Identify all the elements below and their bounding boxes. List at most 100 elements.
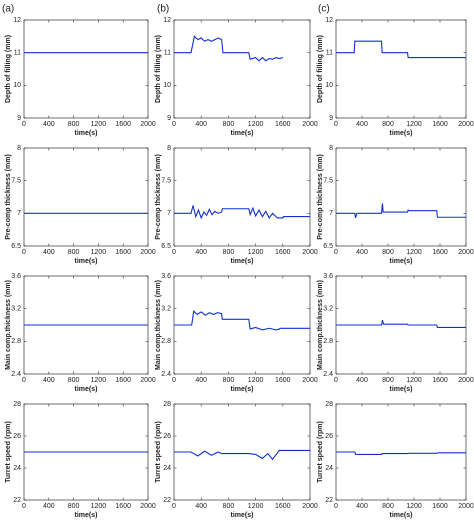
x-tick-label: 0: [334, 503, 338, 510]
x-axis-label: time(s): [75, 258, 98, 265]
x-tick-label: 800: [68, 377, 80, 384]
y-tick-label: 24: [325, 465, 333, 472]
x-tick-label: 2000: [140, 121, 156, 128]
y-tick-label: 22: [325, 497, 333, 504]
y-tick-label: 12: [13, 17, 21, 24]
x-axis-label: time(s): [75, 130, 98, 137]
x-tick-label: 800: [382, 503, 394, 510]
y-tick-label: 9: [167, 115, 171, 122]
y-tick-label: 28: [325, 401, 333, 408]
y-tick-label: 9: [329, 115, 333, 122]
x-tick-label: 800: [223, 503, 235, 510]
x-tick-label: 1600: [275, 249, 291, 256]
y-axis-label: Depth of filling (mm): [155, 35, 162, 103]
y-tick-label: 28: [13, 401, 21, 408]
y-tick-label: 8: [167, 145, 171, 152]
x-axis-label: time(s): [231, 258, 254, 265]
x-tick-label: 0: [22, 249, 26, 256]
x-axis-label: time(s): [390, 258, 413, 265]
x-tick-label: 2000: [140, 377, 156, 384]
y-tick-label: 3.2: [161, 306, 171, 313]
y-tick-label: 8: [329, 145, 333, 152]
y-axis-label: Main comp.thickness (mm): [5, 280, 12, 370]
x-tick-label: 400: [43, 503, 55, 510]
plot-area: [173, 147, 311, 247]
x-tick-label: 1200: [91, 377, 107, 384]
x-tick-label: 0: [334, 121, 338, 128]
x-tick-label: 1600: [432, 503, 448, 510]
y-axis-label: Depth of filling (mm): [317, 35, 324, 103]
x-tick-label: 400: [356, 249, 368, 256]
y-tick-label: 22: [163, 497, 171, 504]
x-tick-label: 0: [172, 249, 176, 256]
x-tick-label: 2000: [302, 121, 318, 128]
y-tick-label: 2.4: [11, 371, 21, 378]
y-tick-label: 12: [325, 17, 333, 24]
y-tick-label: 26: [325, 433, 333, 440]
x-tick-label: 1200: [406, 377, 422, 384]
x-tick-label: 800: [382, 121, 394, 128]
y-tick-label: 7.5: [11, 178, 21, 185]
x-tick-label: 1200: [406, 503, 422, 510]
data-line: [336, 203, 466, 219]
x-tick-label: 1200: [91, 503, 107, 510]
y-tick-label: 3.2: [11, 306, 21, 313]
x-tick-label: 0: [22, 377, 26, 384]
plot-area: [173, 403, 311, 501]
y-tick-label: 10: [13, 82, 21, 89]
plot-area: [335, 147, 467, 247]
x-tick-label: 2000: [302, 249, 318, 256]
x-tick-label: 2000: [140, 503, 156, 510]
data-line: [174, 205, 310, 220]
y-tick-label: 8: [17, 145, 21, 152]
x-tick-label: 800: [68, 121, 80, 128]
y-tick-label: 2.4: [323, 371, 333, 378]
x-tick-label: 1200: [248, 249, 264, 256]
y-tick-label: 6.5: [323, 243, 333, 250]
y-tick-label: 24: [163, 465, 171, 472]
y-tick-label: 2.8: [323, 338, 333, 345]
data-line: [174, 35, 283, 62]
x-tick-label: 400: [356, 503, 368, 510]
y-axis-label: Turret speed (rpm): [317, 421, 324, 483]
x-axis-label: time(s): [231, 130, 254, 137]
x-tick-label: 400: [43, 121, 55, 128]
y-tick-label: 3.6: [161, 273, 171, 280]
x-tick-label: 1600: [115, 249, 131, 256]
x-tick-label: 400: [195, 503, 207, 510]
data-line: [336, 319, 466, 328]
y-tick-label: 11: [326, 50, 333, 57]
y-tick-label: 2.8: [11, 338, 21, 345]
x-tick-label: 1200: [248, 377, 264, 384]
y-tick-label: 6.5: [11, 243, 21, 250]
y-axis-label: Pre-comp thickness (mm): [5, 154, 12, 240]
x-axis-label: time(s): [75, 512, 98, 519]
y-tick-label: 7.5: [323, 178, 333, 185]
y-tick-label: 10: [163, 82, 171, 89]
y-tick-label: 11: [164, 50, 171, 57]
y-tick-label: 11: [14, 50, 21, 57]
y-tick-label: 2.4: [161, 371, 171, 378]
y-axis-label: Pre-comp thickness (mm): [317, 154, 324, 240]
y-tick-label: 10: [325, 82, 333, 89]
y-tick-label: 7: [329, 210, 333, 217]
x-tick-label: 800: [68, 249, 80, 256]
x-tick-label: 1600: [115, 377, 131, 384]
x-tick-label: 400: [356, 121, 368, 128]
x-tick-label: 2000: [140, 249, 156, 256]
y-tick-label: 9: [17, 115, 21, 122]
y-axis-label: Depth of filling (mm): [5, 35, 12, 103]
x-tick-label: 1600: [115, 503, 131, 510]
y-tick-label: 7: [17, 210, 21, 217]
plot-area: [173, 275, 311, 375]
plot-area: [173, 19, 311, 119]
plot-area: [335, 19, 467, 119]
y-tick-label: 7: [167, 210, 171, 217]
x-tick-label: 1200: [91, 249, 107, 256]
y-tick-label: 28: [163, 401, 171, 408]
y-tick-label: 3.6: [323, 273, 333, 280]
x-axis-label: time(s): [75, 386, 98, 393]
x-tick-label: 1600: [275, 503, 291, 510]
x-tick-label: 0: [334, 249, 338, 256]
